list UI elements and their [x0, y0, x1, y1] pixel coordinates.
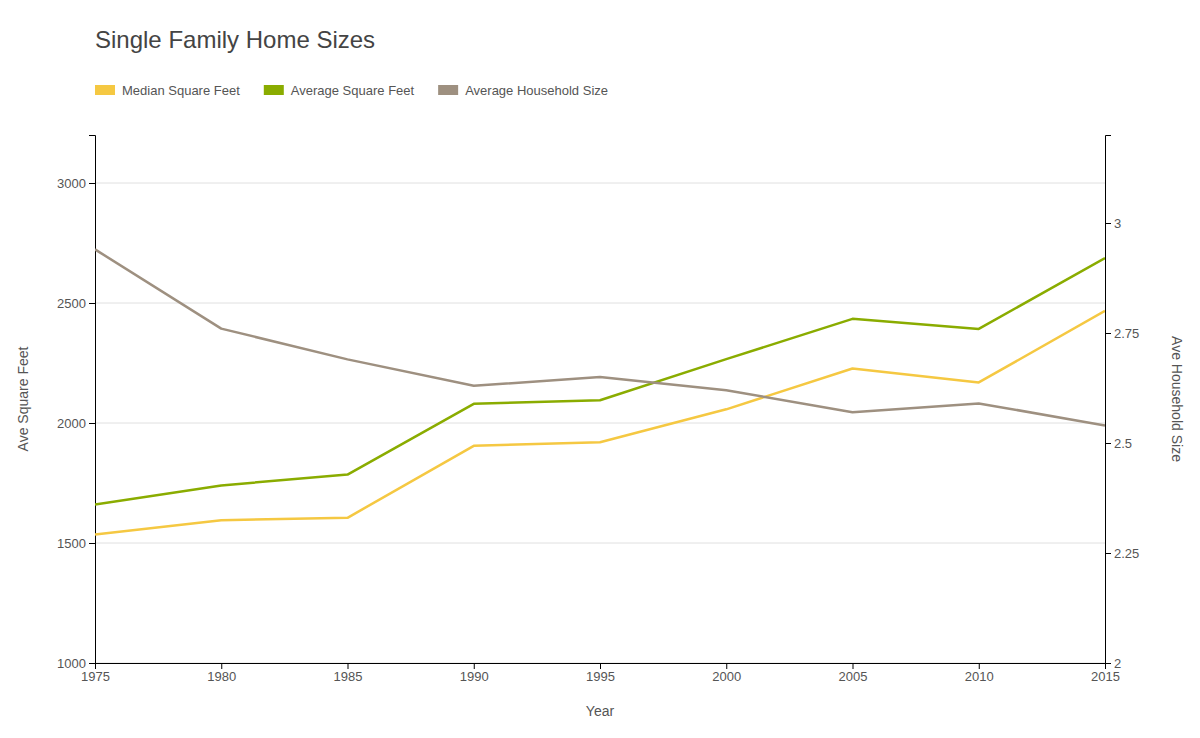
legend-label: Median Square Feet — [122, 83, 240, 98]
title: Single Family Home Sizes — [95, 26, 375, 53]
tick-label: 2015 — [1091, 669, 1120, 684]
tick-label: 2000 — [712, 669, 741, 684]
tick-mark — [600, 663, 601, 669]
tick: 1000 — [57, 656, 95, 671]
tick-label: 1975 — [81, 669, 110, 684]
tick-mark — [726, 663, 727, 669]
tick: 1980 — [207, 663, 236, 684]
plot: 1975 1980 1985 1990 1995 2000 2005 2010 2015 1000… — [57, 136, 1139, 685]
tick-label: 2500 — [57, 296, 86, 311]
grid-line — [95, 183, 1105, 184]
tick: 2500 — [57, 296, 95, 311]
x-axis-title: Year — [586, 703, 615, 719]
tick-mark — [89, 423, 95, 424]
y-axis-title: Ave Square Feet — [15, 346, 31, 451]
tick-label: 1000 — [57, 656, 86, 671]
legend-swatch — [95, 85, 115, 95]
tick-label: 2.25 — [1114, 546, 1139, 561]
tick-label: 1995 — [586, 669, 615, 684]
grid-line — [95, 423, 1105, 424]
tick-mark — [1105, 443, 1111, 444]
tick-mark — [1105, 553, 1111, 554]
chart: 1975 1980 1985 1990 1995 2000 2005 2010 2015 1000… — [0, 0, 1200, 738]
tick-mark — [89, 543, 95, 544]
tick: 2.75 — [1105, 326, 1139, 341]
tick-label: 2.75 — [1114, 326, 1139, 341]
tick-label: 1985 — [334, 669, 363, 684]
legend-swatch — [438, 85, 458, 95]
y-axis: 1000 1500 2000 2500 3000 — [57, 136, 95, 671]
tick-label: 2 — [1114, 656, 1121, 671]
tick-mark — [89, 663, 95, 664]
grid-line — [95, 303, 1105, 304]
tick: 3000 — [57, 176, 95, 191]
tick-mark — [474, 663, 475, 669]
tick: 1500 — [57, 536, 95, 551]
legend-label: Average Square Feet — [291, 83, 415, 98]
tick-mark — [853, 663, 854, 669]
tick: 2000 — [712, 663, 741, 684]
series-line — [95, 249, 1105, 425]
tick-mark — [1105, 333, 1111, 334]
tick-label: 1980 — [207, 669, 236, 684]
axis-line — [1106, 136, 1112, 664]
tick-mark — [1105, 663, 1111, 664]
tick-mark — [89, 303, 95, 304]
legend-item: Average Household Size — [438, 83, 608, 98]
tick-label: 1990 — [460, 669, 489, 684]
lines — [95, 249, 1105, 534]
tick: 1990 — [460, 663, 489, 684]
tick-label: 2010 — [965, 669, 994, 684]
tick-label: 1500 — [57, 536, 86, 551]
y2-axis-title: Ave Household Size — [1169, 336, 1185, 462]
grid-line — [95, 543, 1105, 544]
tick-label: 2.5 — [1114, 436, 1132, 451]
legend-item: Median Square Feet — [95, 83, 240, 98]
x-axis: 1975 1980 1985 1990 1995 2000 2005 2010 2015 — [81, 663, 1120, 684]
axis-line — [96, 664, 1106, 670]
series-line — [95, 258, 1105, 504]
axis-line — [89, 136, 96, 664]
tick: 1985 — [334, 663, 363, 684]
tick-label: 3 — [1114, 216, 1121, 231]
tick: 2005 — [839, 663, 868, 684]
grid — [95, 183, 1105, 663]
tick-mark — [348, 663, 349, 669]
legend-item: Average Square Feet — [264, 83, 415, 98]
tick-mark — [89, 183, 95, 184]
y2-axis: 2 2.25 2.5 2.75 3 — [1105, 136, 1139, 671]
tick-label: 2005 — [839, 669, 868, 684]
series-line — [95, 311, 1105, 535]
legend-label: Average Household Size — [465, 83, 608, 98]
legend: Median Square Feet Average Square Feet Ave… — [95, 83, 608, 98]
tick: 2.25 — [1105, 546, 1139, 561]
tick: 2 — [1105, 656, 1121, 671]
tick: 2.5 — [1105, 436, 1132, 451]
tick-mark — [1105, 223, 1111, 224]
tick: 2010 — [965, 663, 994, 684]
legend-swatch — [264, 85, 284, 95]
tick-label: 3000 — [57, 176, 86, 191]
tick: 2000 — [57, 416, 95, 431]
tick: 3 — [1105, 216, 1121, 231]
tick-mark — [979, 663, 980, 669]
tick: 1995 — [586, 663, 615, 684]
tick-label: 2000 — [57, 416, 86, 431]
tick-mark — [221, 663, 222, 669]
